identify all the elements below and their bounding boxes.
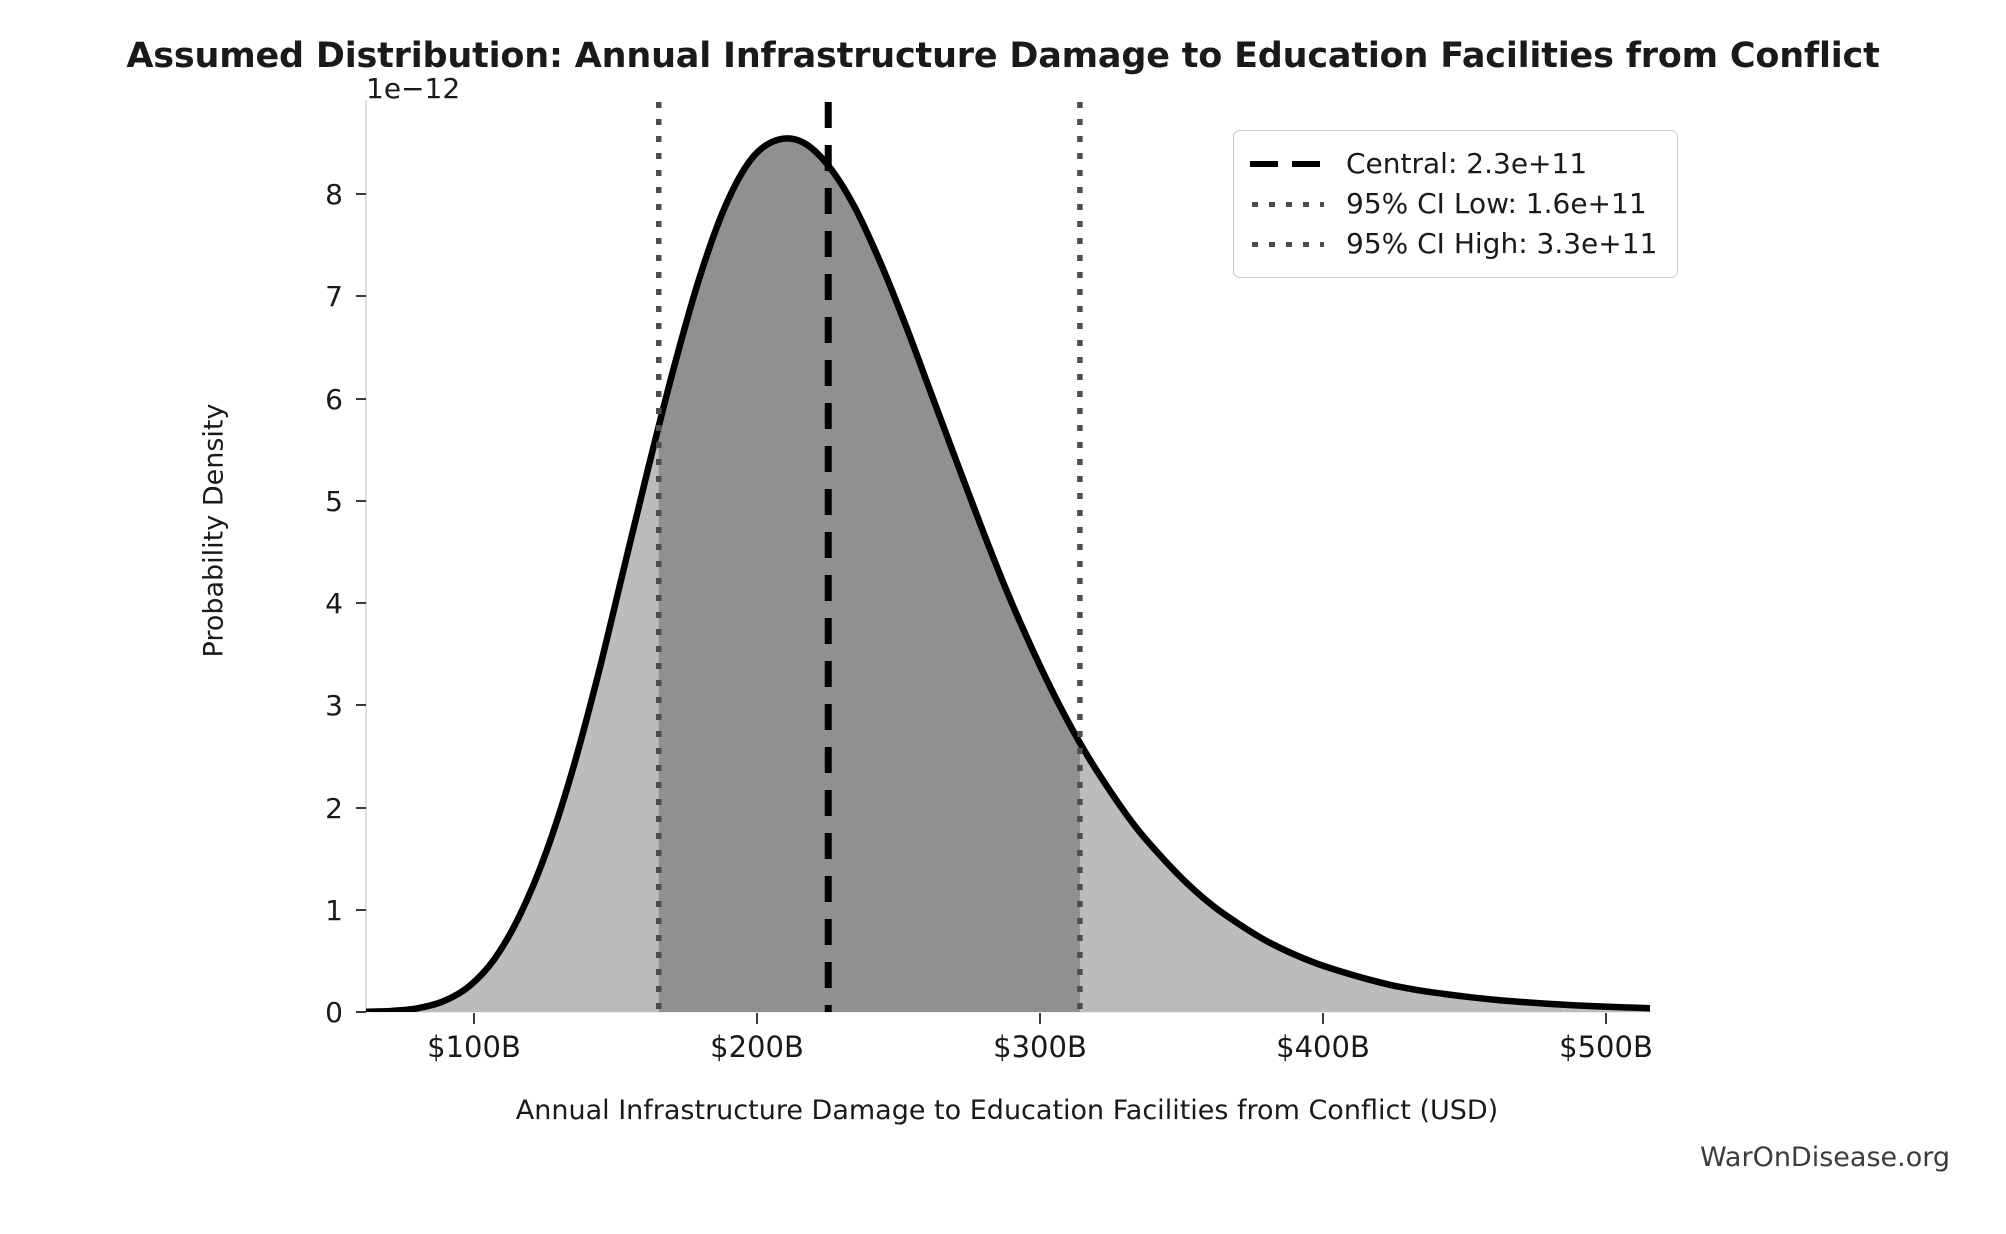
y-tick-mark	[356, 295, 366, 297]
x-tick-mark	[1322, 1013, 1324, 1024]
legend-item-ci-low: 95% CI Low: 1.6e+11	[1250, 184, 1657, 224]
y-tick-label: 6	[325, 383, 343, 416]
legend-label: 95% CI Low: 1.6e+11	[1346, 187, 1647, 220]
y-tick-label: 0	[325, 996, 343, 1029]
x-tick-label: $400B	[1276, 1030, 1370, 1064]
y-tick-label: 4	[325, 587, 343, 620]
density-fill-inside-ci	[658, 138, 1080, 1012]
legend-label: Central: 2.3e+11	[1346, 147, 1588, 180]
y-tick-mark	[356, 500, 366, 502]
legend-item-ci-high: 95% CI High: 3.3e+11	[1250, 224, 1657, 264]
y-tick-mark	[356, 398, 366, 400]
dotted-line-swatch-icon	[1250, 234, 1326, 254]
dotted-line-swatch-icon	[1250, 194, 1326, 214]
y-axis-spine	[365, 100, 367, 1012]
legend-label: 95% CI High: 3.3e+11	[1346, 227, 1658, 260]
distribution-plot	[366, 102, 1650, 1012]
x-tick-mark	[1605, 1013, 1607, 1024]
y-tick-mark	[356, 807, 366, 809]
density-curve	[366, 135, 1650, 1012]
legend: Central: 2.3e+11 95% CI Low: 1.6e+11 95%…	[1233, 130, 1679, 278]
y-axis-offset-exponent: 1e−12	[366, 72, 461, 105]
x-axis-spine	[366, 1011, 1651, 1013]
y-tick-label: 8	[325, 178, 343, 211]
legend-item-central: Central: 2.3e+11	[1250, 144, 1657, 184]
y-axis-label: Probability Density	[198, 403, 230, 658]
x-tick-mark	[1039, 1013, 1041, 1024]
plot-area	[366, 102, 1650, 1012]
y-tick-mark	[356, 602, 366, 604]
dashed-line-swatch-icon	[1250, 154, 1326, 174]
y-tick-label: 2	[325, 792, 343, 825]
x-axis-label: Annual Infrastructure Damage to Educatio…	[515, 1095, 1499, 1126]
y-tick-mark	[356, 193, 366, 195]
x-tick-label: $200B	[710, 1030, 804, 1064]
x-tick-label: $300B	[993, 1030, 1087, 1064]
y-tick-mark	[356, 909, 366, 911]
y-tick-label: 7	[325, 280, 343, 313]
y-tick-mark	[356, 704, 366, 706]
y-tick-mark	[356, 1011, 366, 1013]
x-tick-label: $100B	[427, 1030, 521, 1064]
chart-title: Assumed Distribution: Annual Infrastruct…	[126, 36, 1880, 76]
x-tick-label: $500B	[1559, 1030, 1653, 1064]
x-tick-mark	[473, 1013, 475, 1024]
y-tick-label: 3	[325, 689, 343, 722]
y-tick-label: 1	[325, 894, 343, 927]
footer-watermark: WarOnDisease.org	[1699, 1142, 1950, 1173]
x-tick-mark	[756, 1013, 758, 1024]
y-tick-label: 5	[325, 485, 343, 518]
